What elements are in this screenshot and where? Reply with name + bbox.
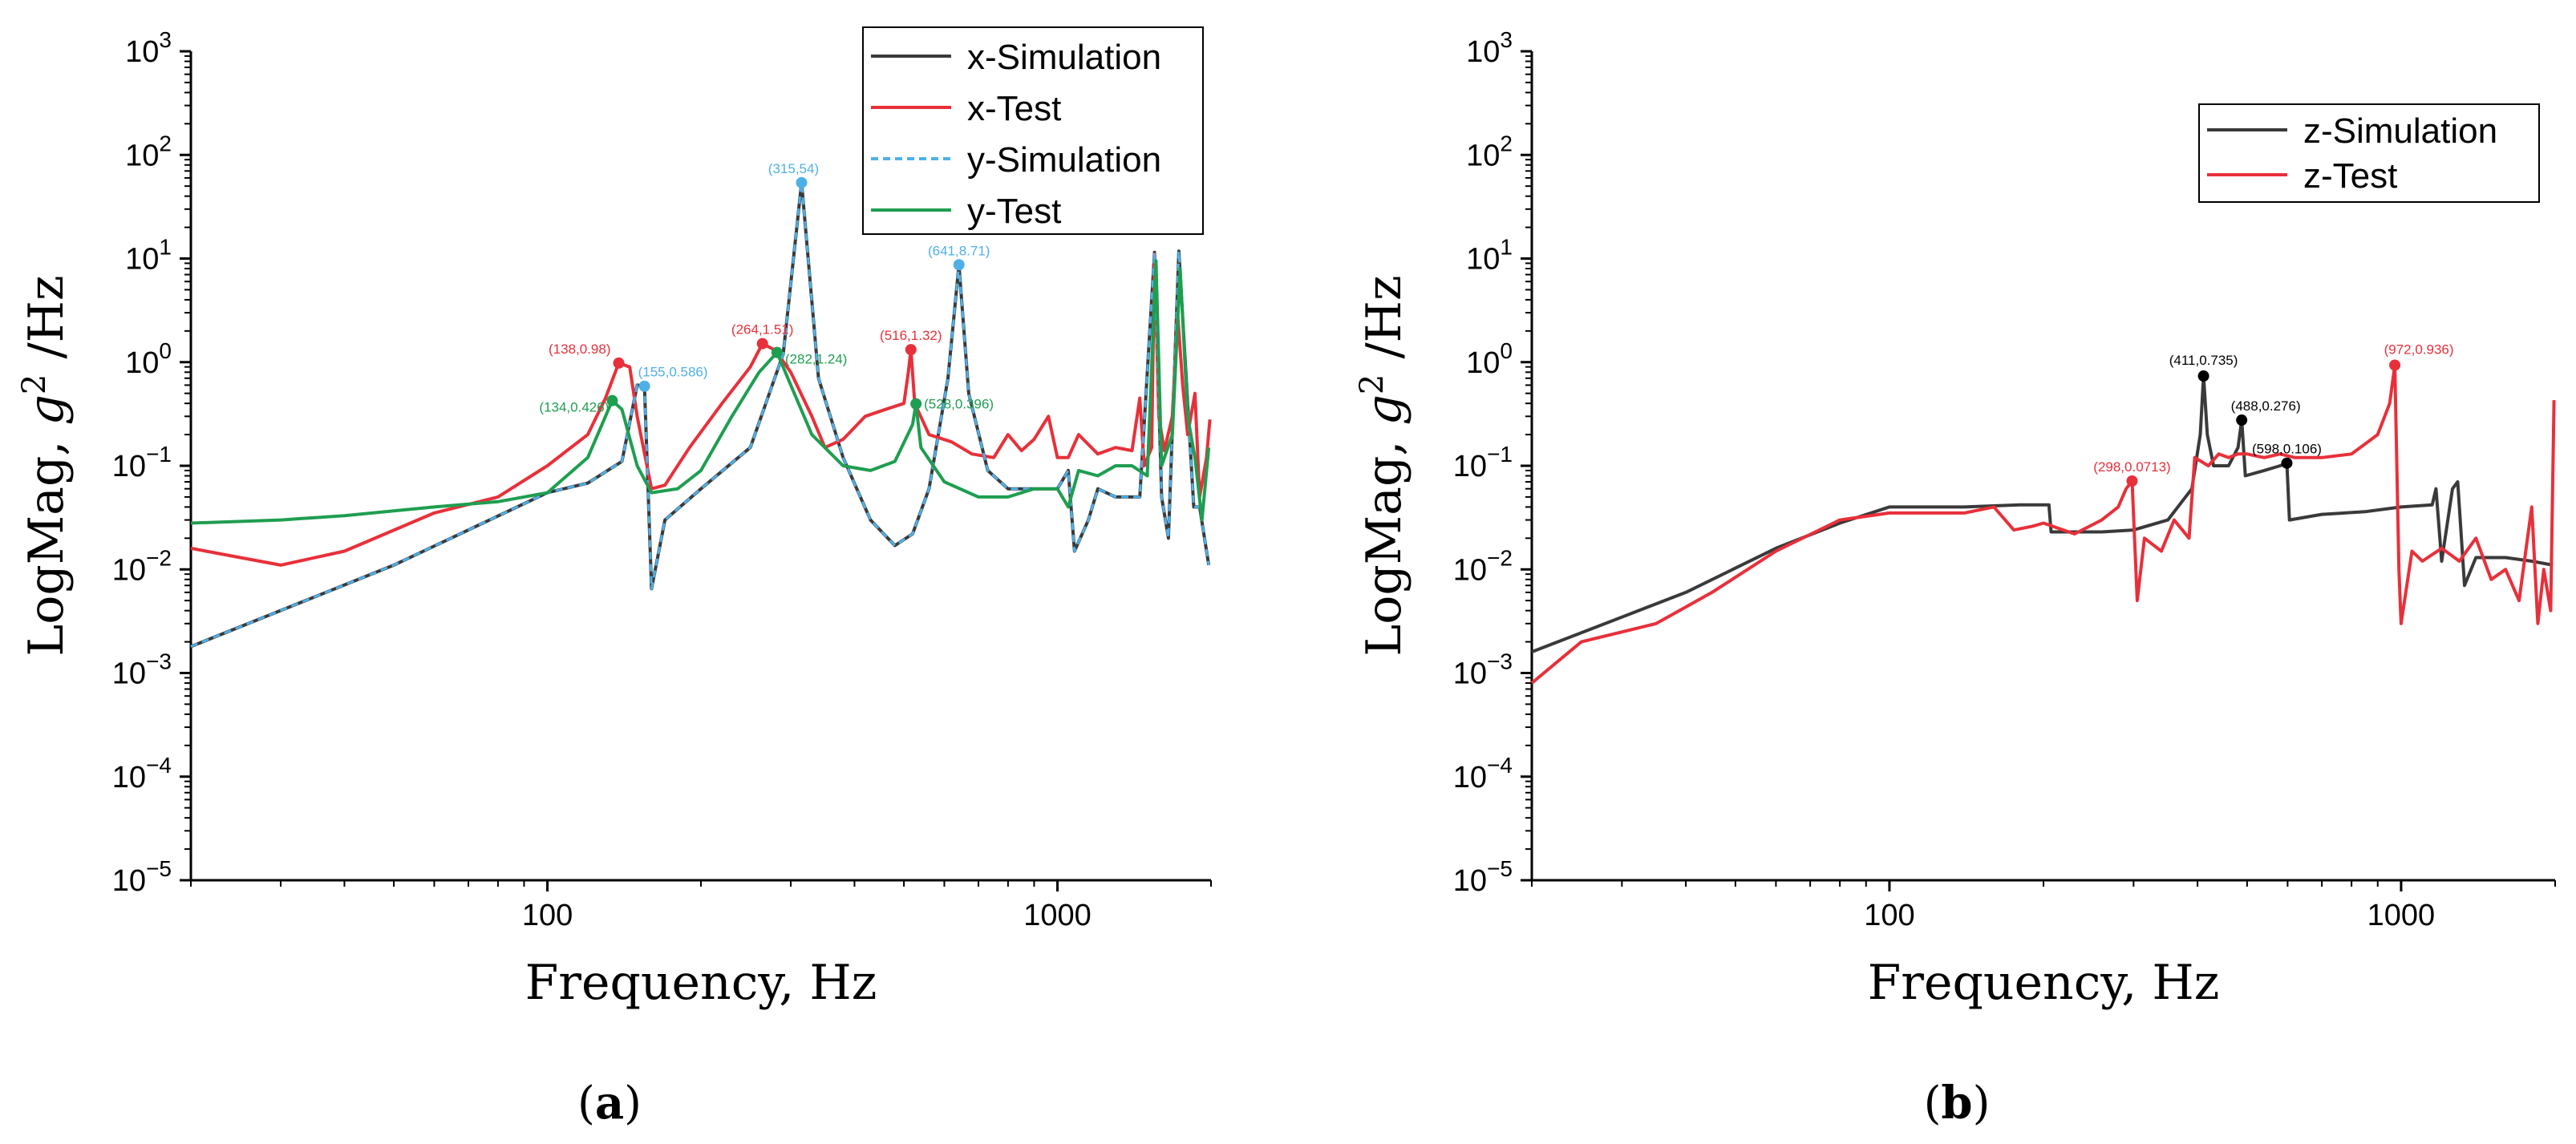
- y-tick-label: 10−1: [1453, 442, 1513, 483]
- x-tick-label: 1000: [2367, 899, 2436, 932]
- legend-label: z-Test: [2303, 156, 2397, 196]
- peak-annotation: (488,0.276): [2231, 398, 2301, 414]
- peak-annotation: (282,1.24): [785, 352, 847, 367]
- y-tick-label: 10−3: [112, 649, 172, 691]
- y-tick-label: 100: [1466, 338, 1513, 380]
- y-tick-label: 10−1: [112, 442, 172, 483]
- legend-label: y-Simulation: [967, 140, 1161, 180]
- legend-label: y-Test: [967, 192, 1061, 231]
- y-tick-label: 103: [125, 27, 172, 69]
- peak-marker: [2389, 359, 2401, 371]
- chart-panel-b: 10−5 10−4 10−3 10−2 10−1 100 101 102 103 100 1000 F…: [1354, 27, 2556, 1130]
- x-tick-label: 1000: [1023, 899, 1092, 932]
- y-tick-label: 10−3: [1453, 649, 1513, 691]
- y-tick-label: 102: [125, 131, 172, 172]
- y-tick-label: 10−2: [112, 545, 172, 587]
- y-tick-label: 10−5: [1453, 856, 1513, 898]
- y-tick-label: 10−5: [112, 856, 172, 898]
- y-tick-label: 10−2: [1453, 545, 1513, 587]
- y-axis-title: LogMag, g2 /Hz: [1354, 275, 1412, 656]
- peak-annotation: (528,0.396): [924, 397, 994, 412]
- peak-annotation: (641,8.71): [928, 243, 990, 258]
- peak-marker: [953, 259, 965, 271]
- peak-annotation: (138,0.98): [549, 342, 611, 357]
- series-line-z-test: [1530, 363, 2556, 685]
- legend-label: z-Simulation: [2303, 111, 2497, 151]
- legend: x-Simulation x-Test y-Simulation y-Test: [862, 26, 1204, 235]
- x-axis-title: Frequency, Hz: [525, 955, 877, 1011]
- legend-label: x-Simulation: [967, 38, 1161, 77]
- peak-annotation: (298,0.0713): [2093, 459, 2170, 475]
- peak-annotation: (134,0.426): [539, 400, 609, 415]
- peak-annotation: (315,54): [768, 161, 819, 176]
- series-line-y-simulation: [190, 181, 1210, 648]
- peak-marker: [613, 357, 625, 369]
- series-line-x-simulation: [190, 180, 1211, 649]
- panel-label: (a): [577, 1077, 642, 1130]
- peak-annotation: (598,0.106): [2252, 442, 2322, 457]
- legend-label: x-Test: [967, 89, 1061, 128]
- series-line-z-simulation: [1531, 374, 2554, 653]
- peak-marker: [910, 398, 922, 410]
- y-tick-label: 101: [1466, 235, 1513, 277]
- x-tick-label: 100: [522, 899, 573, 932]
- chart-panel-a: 10−5 10−4 10−3 10−2 10−1 100 101 102 103 100 1000 F…: [16, 26, 1212, 1130]
- peak-marker: [2126, 475, 2138, 487]
- panel-label: (b): [1924, 1077, 1991, 1130]
- y-tick-label: 100: [125, 338, 172, 380]
- y-tick-label: 10−4: [112, 753, 172, 794]
- peak-marker: [2281, 457, 2293, 469]
- peak-marker: [905, 344, 917, 356]
- legend: z-Simulation z-Test: [2198, 103, 2540, 203]
- legend-box: [862, 26, 1204, 235]
- peak-annotation: (264,1.51): [731, 322, 794, 338]
- peak-marker: [606, 394, 618, 406]
- peak-marker: [2236, 414, 2248, 426]
- series-line-y-test: [190, 259, 1211, 525]
- peak-annotation: (411,0.735): [2169, 353, 2238, 368]
- peak-annotation: (155,0.586): [638, 365, 708, 380]
- y-tick-label: 101: [125, 235, 172, 277]
- peak-marker: [638, 380, 650, 392]
- peak-marker: [756, 338, 768, 350]
- series-line-x-test: [190, 253, 1212, 567]
- y-tick-label: 102: [1466, 131, 1513, 172]
- peak-marker: [771, 346, 783, 358]
- y-axis-title: LogMag, g2 /Hz: [16, 275, 75, 656]
- x-axis-title: Frequency, Hz: [1868, 955, 2220, 1011]
- peak-annotation: (516,1.32): [880, 328, 942, 343]
- y-tick-label: 103: [1466, 27, 1513, 69]
- peak-marker: [796, 176, 808, 188]
- x-tick-label: 100: [1864, 899, 1914, 932]
- legend-box: [2198, 103, 2540, 203]
- peak-marker: [2197, 370, 2209, 382]
- peak-annotation: (972,0.936): [2384, 342, 2454, 357]
- series-group: [1530, 363, 2556, 685]
- series-group: [190, 180, 1212, 649]
- y-tick-label: 10−4: [1453, 753, 1513, 794]
